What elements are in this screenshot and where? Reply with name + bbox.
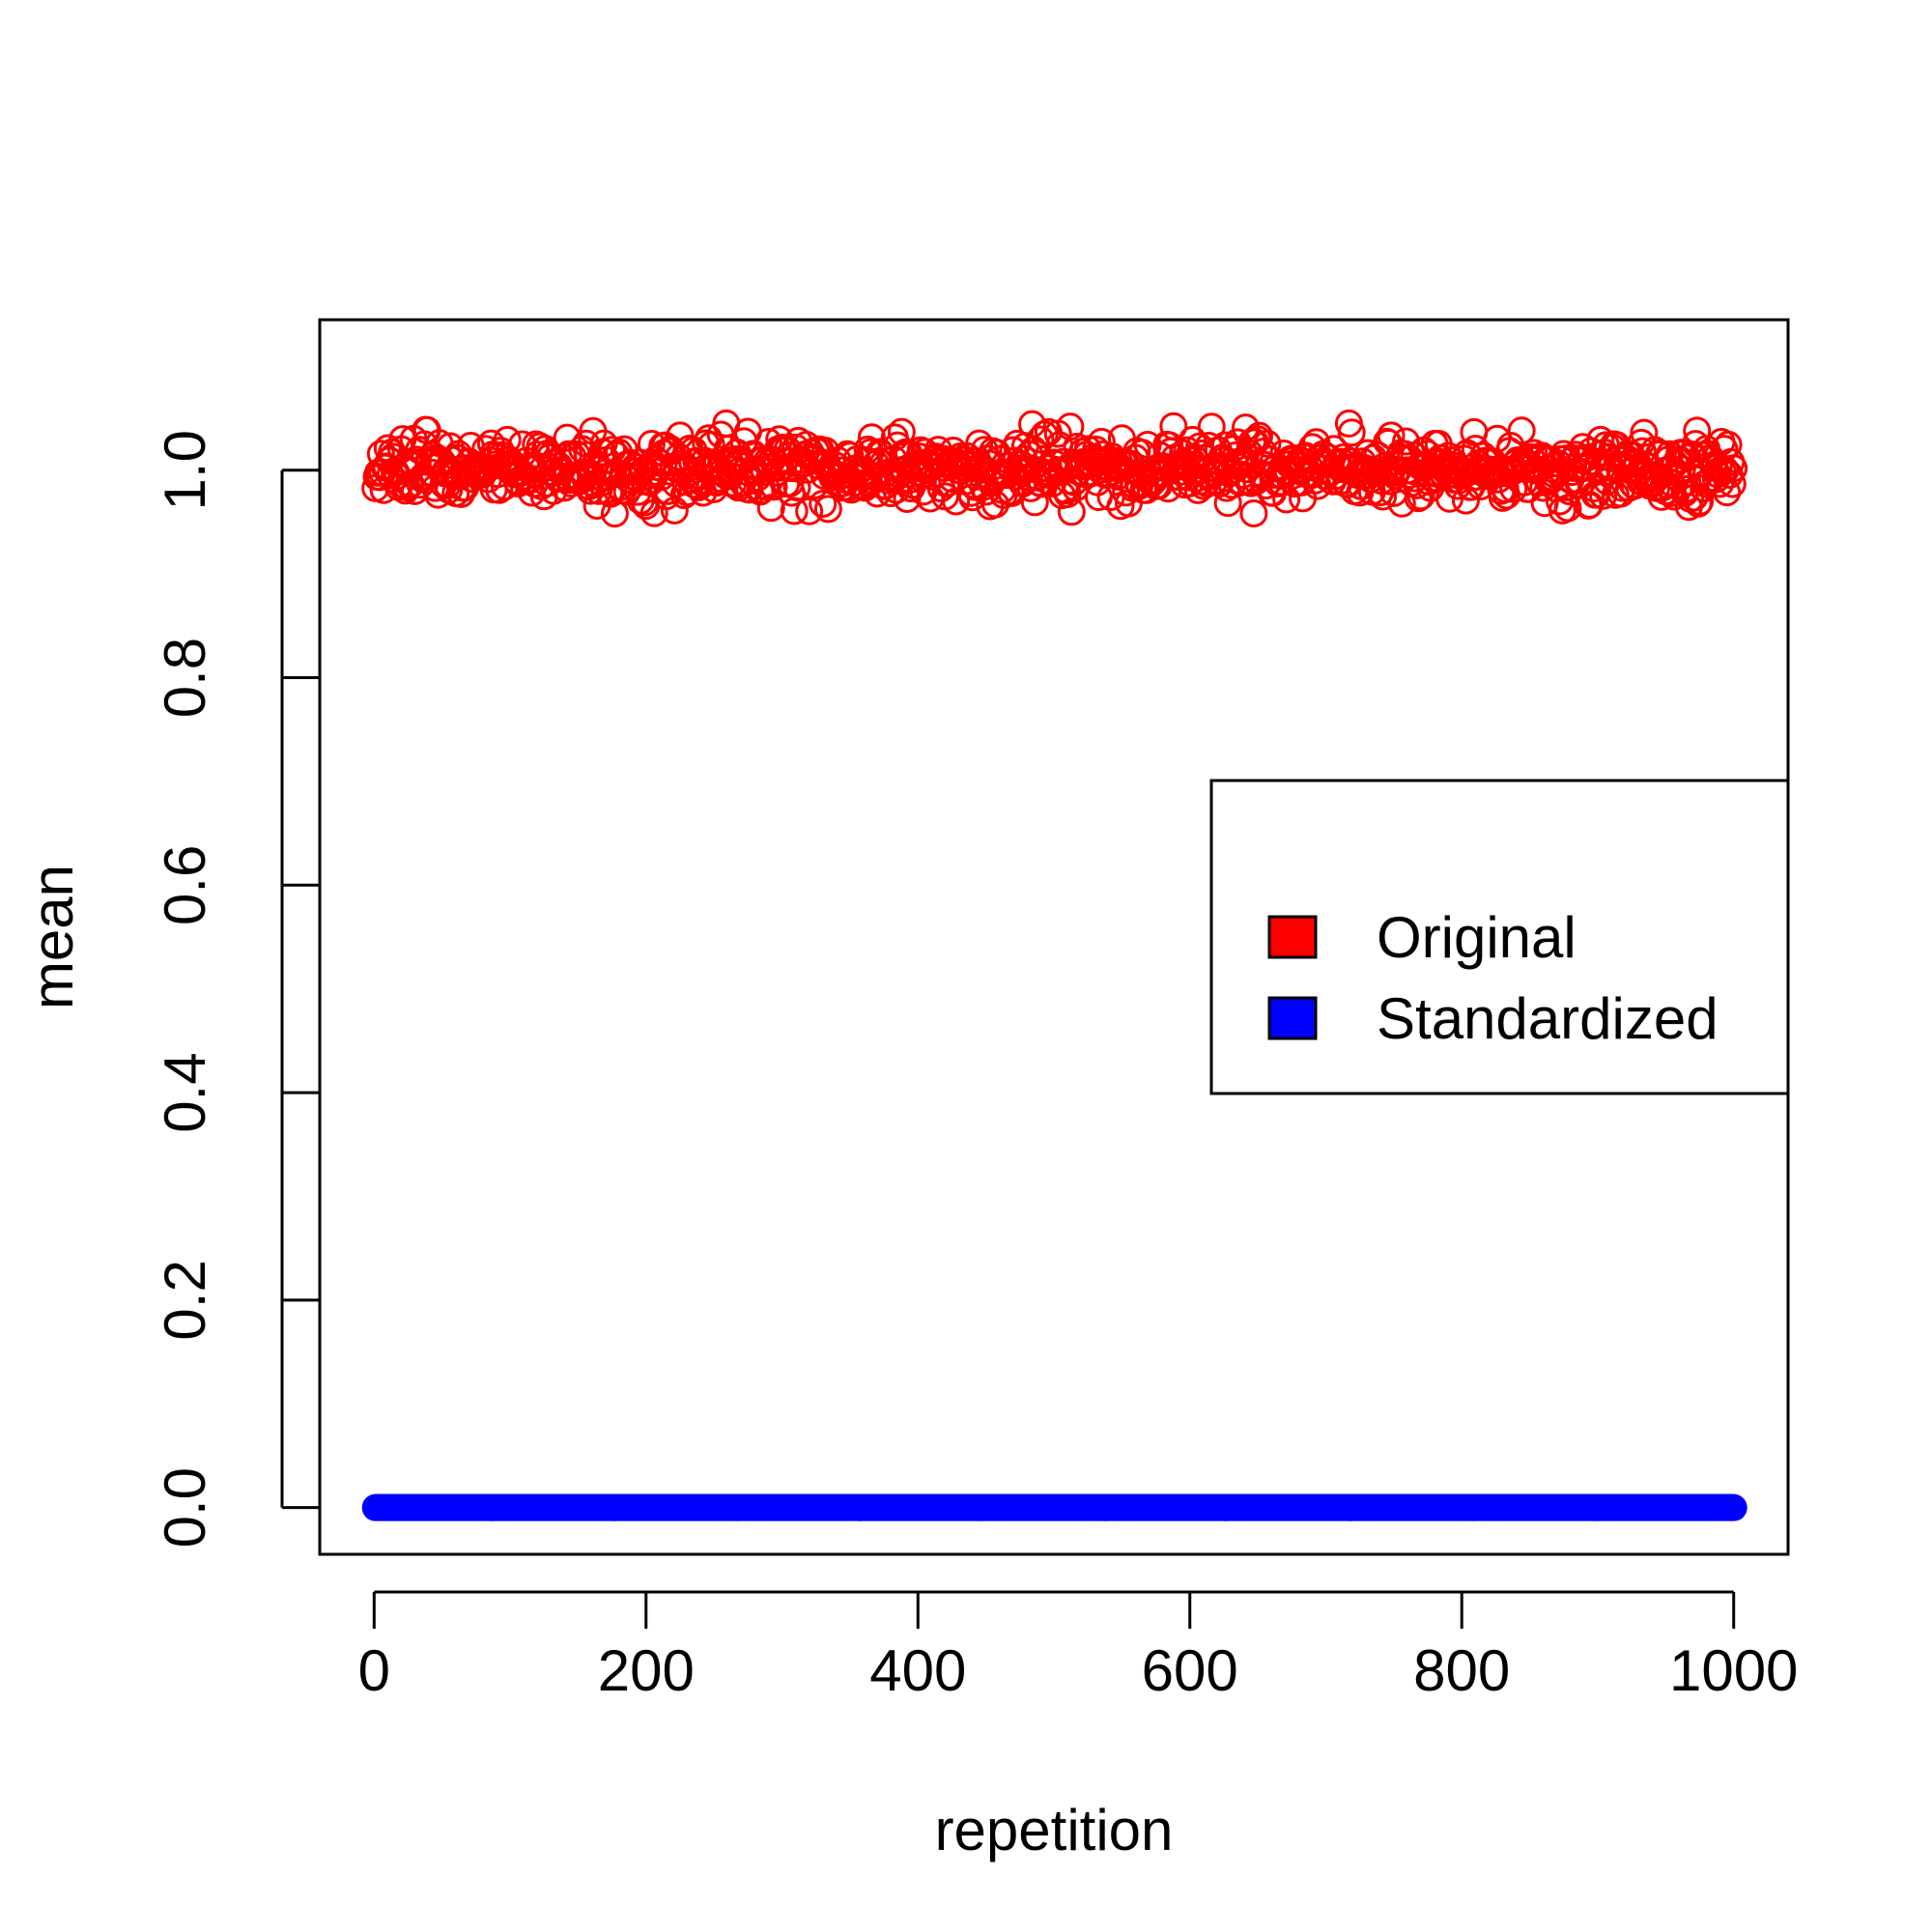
y-tick-label: 0.8 <box>153 638 217 718</box>
legend-label-standardized: Standardized <box>1377 986 1719 1051</box>
x-tick-label: 200 <box>598 1638 695 1703</box>
original-point <box>809 489 838 518</box>
original-point <box>1589 481 1618 510</box>
standardized-point <box>1719 1493 1747 1521</box>
y-tick-label: 0.4 <box>153 1052 217 1132</box>
y-tick-label: 0.0 <box>153 1467 217 1548</box>
original-point <box>1719 454 1748 483</box>
legend-swatch-original <box>1267 915 1318 959</box>
original-point <box>1718 469 1747 498</box>
x-tick-label: 400 <box>869 1638 966 1703</box>
original-point <box>887 417 916 446</box>
original-point <box>1369 482 1398 511</box>
y-axis: 0.0 0.2 0.4 0.6 0.8 1.0 <box>153 430 320 1548</box>
original-point <box>1245 421 1274 450</box>
legend-label-original: Original <box>1377 905 1577 970</box>
y-tick-label: 0.6 <box>153 845 217 925</box>
original-point <box>1646 439 1675 468</box>
x-axis-title: repetition <box>935 1798 1174 1862</box>
y-tick-label: 1.0 <box>153 430 217 510</box>
original-point <box>813 495 842 524</box>
x-tick-label: 800 <box>1413 1638 1510 1703</box>
original-point <box>1213 489 1242 518</box>
x-axis: 0 200 400 600 800 1000 <box>358 1590 1798 1703</box>
x-tick-label: 600 <box>1142 1638 1238 1703</box>
original-point <box>1392 427 1421 456</box>
original-point <box>795 497 824 526</box>
original-point <box>1507 416 1536 445</box>
y-axis-title: mean <box>20 865 85 1009</box>
original-point <box>526 471 555 500</box>
legend-swatch-standardized <box>1267 996 1318 1040</box>
original-point <box>1056 412 1085 441</box>
original-point <box>836 441 865 470</box>
original-point <box>759 472 788 501</box>
original-point <box>1272 485 1301 514</box>
original-point <box>753 427 782 456</box>
original-point <box>1030 420 1059 449</box>
original-point <box>1553 494 1582 523</box>
series-standardized-points <box>361 1493 1747 1521</box>
x-tick-label: 0 <box>358 1638 390 1703</box>
original-point <box>1239 499 1268 528</box>
original-point <box>1026 425 1055 454</box>
original-point <box>1628 437 1657 466</box>
original-point <box>756 494 785 523</box>
original-point <box>1159 412 1188 440</box>
original-point <box>1127 439 1156 468</box>
legend: Original Standardized <box>1209 779 1790 1095</box>
x-tick-label: 1000 <box>1669 1638 1798 1703</box>
original-point <box>1607 473 1636 502</box>
y-tick-label: 0.2 <box>153 1260 217 1340</box>
series-original-points <box>361 409 1748 528</box>
original-point <box>1337 418 1366 447</box>
original-point <box>1663 459 1692 488</box>
